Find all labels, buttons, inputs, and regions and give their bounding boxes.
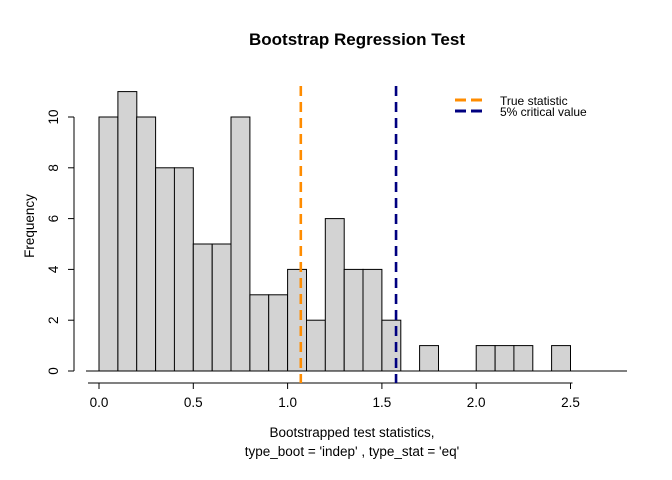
histogram-bar — [513, 345, 534, 372]
x-axis-label-line1: Bootstrapped test statistics, — [269, 425, 434, 440]
histogram-bar — [381, 319, 402, 372]
histogram-bar — [268, 294, 289, 372]
histogram-bar — [494, 345, 515, 372]
y-tick-label: 0 — [46, 367, 61, 375]
histogram-bar — [192, 243, 213, 372]
histogram-bar — [419, 345, 440, 372]
histogram-bar — [343, 268, 364, 372]
legend-label-true-statistic: True statistic — [500, 94, 568, 108]
histogram-bar — [324, 218, 345, 372]
histogram-bar — [173, 167, 194, 372]
x-tick-label: 0.0 — [90, 395, 109, 410]
x-tick-label: 2.0 — [467, 395, 486, 410]
legend-label-critical-value: 5% critical value — [500, 105, 587, 119]
y-tick-label: 4 — [46, 265, 61, 273]
y-tick-label: 8 — [46, 164, 61, 172]
histogram-bar — [155, 167, 176, 372]
histogram-bar — [117, 91, 138, 372]
y-tick-label: 6 — [46, 215, 61, 223]
legend: True statistic 5% critical value — [455, 94, 587, 119]
x-tick-label: 2.5 — [561, 395, 580, 410]
histogram-bar — [211, 243, 232, 372]
histogram-bar — [287, 268, 308, 372]
histogram-bar — [230, 116, 251, 372]
histogram-bar — [98, 116, 119, 372]
histogram-bar — [551, 345, 571, 372]
y-axis-label: Frequency — [22, 194, 37, 258]
x-tick-label: 1.5 — [373, 395, 392, 410]
histogram-bar — [306, 319, 326, 372]
chart-title: Bootstrap Regression Test — [249, 30, 465, 49]
x-tick-label: 0.5 — [184, 395, 203, 410]
histogram-bar — [249, 294, 270, 372]
y-tick-label: 10 — [46, 109, 61, 124]
y-tick-label: 2 — [46, 316, 61, 324]
histogram-bar — [136, 116, 157, 372]
x-axis-label-line2: type_boot = 'indep' , type_stat = 'eq' — [245, 444, 459, 459]
x-tick-label: 1.0 — [278, 395, 297, 410]
histogram-bar — [475, 345, 496, 372]
histogram-bar — [362, 268, 383, 372]
chart-layer: 0.0 0.5 1.0 1.5 2.0 2.5 0 2 4 6 8 10 — [46, 86, 627, 410]
